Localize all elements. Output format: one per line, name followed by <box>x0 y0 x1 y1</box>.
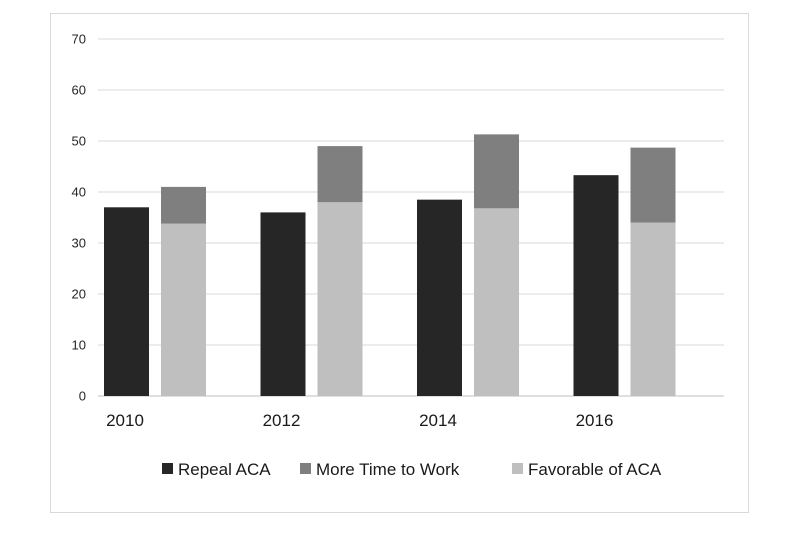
x-tick-label: 2010 <box>106 411 144 430</box>
legend-item-favorable-of-aca: Favorable of ACA <box>512 460 662 479</box>
y-tick-label: 30 <box>72 236 86 251</box>
legend-label: More Time to Work <box>316 460 460 479</box>
y-tick-label: 0 <box>79 389 86 404</box>
legend-item-repeal-aca: Repeal ACA <box>162 460 271 479</box>
bar-more-time-to-work <box>317 146 363 203</box>
legend: Repeal ACA More Time to Work Favorable of … <box>162 460 662 479</box>
y-tick-label: 20 <box>72 287 86 302</box>
bar-repeal-aca <box>417 199 462 396</box>
legend-item-more-time-to-work: More Time to Work <box>300 460 460 479</box>
bar-favorable-of-aca <box>630 222 676 396</box>
y-tick-label: 40 <box>72 185 86 200</box>
legend-swatch <box>300 463 311 474</box>
bar-favorable-of-aca <box>474 208 519 396</box>
bar-more-time-to-work <box>630 147 676 223</box>
legend-label: Favorable of ACA <box>528 460 662 479</box>
y-tick-label: 10 <box>72 338 86 353</box>
legend-label: Repeal ACA <box>178 460 271 479</box>
y-tick-label: 50 <box>72 134 86 149</box>
legend-swatch <box>162 463 173 474</box>
bar-more-time-to-work <box>161 186 206 224</box>
x-tick-label: 2016 <box>576 411 614 430</box>
bar-repeal-aca <box>104 207 149 396</box>
x-tick-label: 2012 <box>263 411 301 430</box>
y-axis: 0 10 20 30 40 50 60 70 <box>72 32 86 404</box>
y-tick-label: 60 <box>72 83 86 98</box>
bar-favorable-of-aca <box>317 202 363 396</box>
bar-repeal-aca <box>573 175 619 396</box>
x-tick-label: 2014 <box>419 411 457 430</box>
bar-favorable-of-aca <box>161 223 206 396</box>
y-tick-label: 70 <box>72 32 86 47</box>
x-axis: 2010 2012 2014 2016 <box>106 411 613 430</box>
legend-swatch <box>512 463 523 474</box>
bar-more-time-to-work <box>474 134 519 209</box>
bars <box>104 134 676 396</box>
bar-repeal-aca <box>260 212 306 396</box>
